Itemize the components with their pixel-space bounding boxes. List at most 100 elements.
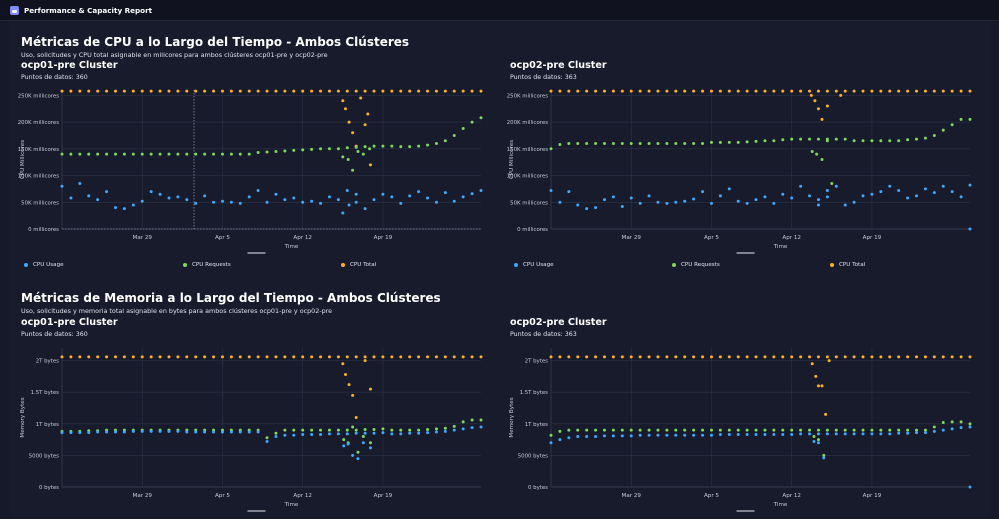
- data-point-total[interactable]: [558, 89, 562, 93]
- data-point-total[interactable]: [220, 355, 224, 359]
- data-point-usage[interactable]: [879, 432, 883, 436]
- data-point-total[interactable]: [852, 89, 856, 93]
- data-point-usage[interactable]: [647, 194, 651, 198]
- data-point-total[interactable]: [870, 355, 874, 359]
- data-point-usage[interactable]: [763, 433, 767, 437]
- data-point-usage[interactable]: [897, 431, 901, 435]
- data-point-total[interactable]: [341, 362, 345, 366]
- data-point-requests[interactable]: [683, 428, 687, 432]
- data-point-usage[interactable]: [799, 184, 803, 188]
- data-point-total[interactable]: [941, 89, 945, 93]
- data-point-total[interactable]: [736, 89, 740, 93]
- data-point-requests[interactable]: [327, 147, 331, 151]
- data-point-requests[interactable]: [319, 428, 323, 432]
- data-point-requests[interactable]: [620, 428, 624, 432]
- data-point-requests[interactable]: [69, 152, 73, 156]
- memory-chart-ocp02[interactable]: 0 bytes 5000 bytes 1T bytes 1.5T bytes 2T by…: [499, 342, 989, 514]
- data-point-requests[interactable]: [870, 139, 874, 143]
- data-point-usage[interactable]: [354, 192, 358, 196]
- data-point-total[interactable]: [816, 355, 820, 359]
- data-point-usage[interactable]: [363, 207, 367, 211]
- data-point-total[interactable]: [959, 355, 963, 359]
- data-point-total[interactable]: [816, 384, 820, 388]
- data-point-usage[interactable]: [674, 433, 678, 437]
- data-point-usage[interactable]: [843, 203, 847, 207]
- data-point-total[interactable]: [745, 89, 749, 93]
- data-point-usage[interactable]: [620, 434, 624, 438]
- data-point-requests[interactable]: [426, 143, 430, 147]
- data-point-total[interactable]: [602, 89, 606, 93]
- data-point-requests[interactable]: [629, 141, 633, 145]
- data-point-requests[interactable]: [736, 140, 740, 144]
- data-point-requests[interactable]: [167, 152, 171, 156]
- data-point-usage[interactable]: [69, 431, 73, 435]
- data-point-requests[interactable]: [461, 420, 465, 424]
- data-point-requests[interactable]: [351, 168, 355, 172]
- data-point-usage[interactable]: [906, 431, 910, 435]
- data-point-requests[interactable]: [301, 148, 305, 152]
- data-point-usage[interactable]: [292, 196, 296, 200]
- data-point-total[interactable]: [915, 89, 919, 93]
- data-point-requests[interactable]: [185, 152, 189, 156]
- data-point-total[interactable]: [567, 355, 571, 359]
- data-point-requests[interactable]: [194, 152, 198, 156]
- data-point-requests[interactable]: [906, 138, 910, 142]
- data-point-usage[interactable]: [701, 433, 705, 437]
- data-point-requests[interactable]: [310, 147, 314, 151]
- data-point-requests[interactable]: [834, 137, 838, 141]
- data-point-usage[interactable]: [265, 440, 269, 444]
- data-point-total[interactable]: [354, 355, 358, 359]
- data-point-total[interactable]: [602, 355, 606, 359]
- data-point-requests[interactable]: [843, 428, 847, 432]
- data-point-usage[interactable]: [879, 190, 883, 194]
- data-point-requests[interactable]: [701, 428, 705, 432]
- data-point-requests[interactable]: [932, 425, 936, 429]
- data-point-usage[interactable]: [479, 189, 483, 193]
- data-point-total[interactable]: [408, 355, 412, 359]
- data-point-requests[interactable]: [212, 152, 216, 156]
- data-point-usage[interactable]: [808, 194, 812, 198]
- data-point-usage[interactable]: [611, 195, 615, 199]
- data-point-total[interactable]: [718, 355, 722, 359]
- data-point-total[interactable]: [347, 120, 351, 124]
- data-point-usage[interactable]: [131, 429, 135, 433]
- data-point-total[interactable]: [185, 89, 189, 93]
- data-point-usage[interactable]: [185, 198, 189, 202]
- data-point-total[interactable]: [950, 355, 954, 359]
- data-point-requests[interactable]: [452, 424, 456, 428]
- data-point-requests[interactable]: [96, 152, 100, 156]
- data-point-requests[interactable]: [585, 141, 589, 145]
- data-point-requests[interactable]: [959, 420, 963, 424]
- data-point-total[interactable]: [718, 89, 722, 93]
- data-point-usage[interactable]: [479, 425, 483, 429]
- data-point-total[interactable]: [879, 89, 883, 93]
- data-point-usage[interactable]: [638, 201, 642, 205]
- data-point-usage[interactable]: [629, 434, 633, 438]
- data-point-requests[interactable]: [950, 420, 954, 424]
- data-point-usage[interactable]: [292, 433, 296, 437]
- data-point-usage[interactable]: [341, 211, 345, 215]
- data-point-usage[interactable]: [113, 206, 117, 210]
- data-point-total[interactable]: [923, 355, 927, 359]
- data-point-total[interactable]: [372, 89, 376, 93]
- data-point-usage[interactable]: [825, 432, 829, 436]
- data-point-total[interactable]: [167, 355, 171, 359]
- data-point-usage[interactable]: [727, 187, 731, 191]
- data-point-requests[interactable]: [576, 428, 580, 432]
- data-point-requests[interactable]: [656, 428, 660, 432]
- data-point-usage[interactable]: [372, 198, 376, 202]
- data-point-requests[interactable]: [638, 428, 642, 432]
- data-point-requests[interactable]: [745, 428, 749, 432]
- data-point-requests[interactable]: [879, 428, 883, 432]
- data-point-usage[interactable]: [852, 200, 856, 204]
- data-point-usage[interactable]: [861, 432, 865, 436]
- data-point-total[interactable]: [825, 89, 829, 93]
- data-point-usage[interactable]: [434, 200, 438, 204]
- data-point-requests[interactable]: [434, 427, 438, 431]
- data-point-usage[interactable]: [283, 198, 287, 202]
- data-point-usage[interactable]: [256, 430, 260, 434]
- data-point-requests[interactable]: [602, 428, 606, 432]
- data-point-usage[interactable]: [247, 195, 251, 199]
- data-point-total[interactable]: [549, 355, 553, 359]
- data-point-requests[interactable]: [763, 139, 767, 143]
